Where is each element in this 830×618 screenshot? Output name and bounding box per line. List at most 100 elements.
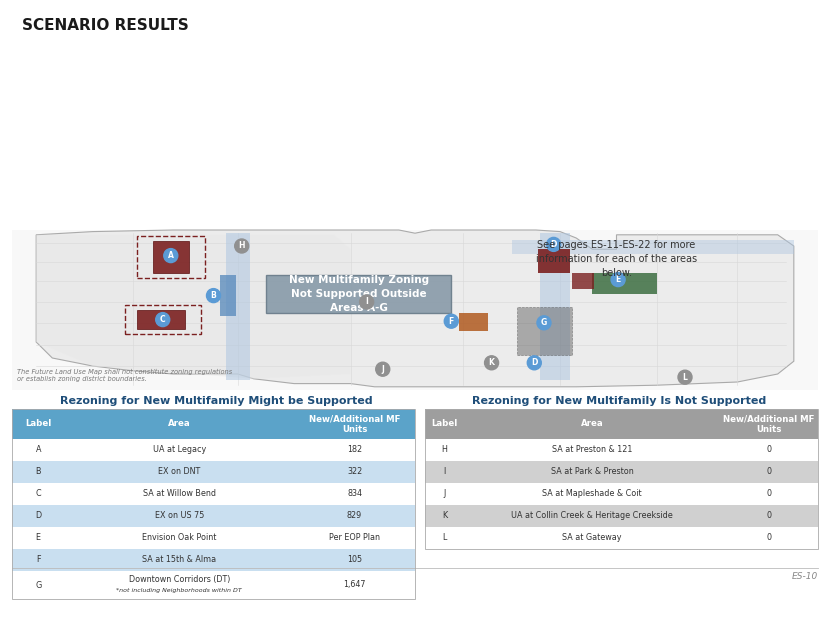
Text: Envision Oak Point: Envision Oak Point [142, 533, 217, 543]
Bar [12, 409, 415, 599]
Text: I: I [443, 467, 446, 476]
Text: UA at Collin Creek & Heritage Creekside: UA at Collin Creek & Heritage Creekside [511, 512, 673, 520]
Text: ES-10: ES-10 [792, 572, 818, 581]
Bar [153, 241, 189, 273]
Text: E: E [36, 533, 41, 543]
Bar [425, 483, 818, 505]
Bar [12, 527, 415, 549]
Text: 0: 0 [766, 533, 771, 543]
Text: SA at Park & Preston: SA at Park & Preston [550, 467, 633, 476]
Bar [425, 461, 818, 483]
Text: L: L [442, 533, 447, 543]
Text: D: D [35, 512, 42, 520]
Circle shape [235, 239, 249, 253]
Text: SA at Willow Bend: SA at Willow Bend [143, 489, 216, 499]
Text: 182: 182 [347, 446, 362, 454]
Text: E: E [616, 275, 621, 284]
Text: D: D [531, 358, 538, 367]
Circle shape [376, 362, 390, 376]
Bar [12, 571, 415, 599]
Polygon shape [540, 233, 569, 381]
Text: New Multifamily Zoning
Not Supported Outside
Areas A-G: New Multifamily Zoning Not Supported Out… [289, 275, 428, 313]
Text: B: B [211, 291, 217, 300]
Circle shape [611, 273, 625, 287]
Text: Area: Area [168, 420, 191, 428]
Text: *not including Neighborhoods within DT: *not including Neighborhoods within DT [116, 588, 242, 593]
Bar [538, 249, 569, 273]
Text: K: K [442, 512, 447, 520]
Text: The Future Land Use Map shall not constitute zoning regulations
or establish zon: The Future Land Use Map shall not consti… [17, 369, 232, 382]
Bar [12, 409, 415, 439]
Text: J: J [381, 365, 384, 374]
Text: 829: 829 [347, 512, 362, 520]
Circle shape [527, 356, 541, 370]
Text: Label: Label [25, 420, 51, 428]
Text: C: C [36, 489, 41, 499]
Text: Downtown Corridors (DT): Downtown Corridors (DT) [129, 575, 230, 585]
Circle shape [207, 289, 221, 303]
Text: A: A [36, 446, 41, 454]
Bar [425, 439, 818, 461]
Text: 0: 0 [766, 489, 771, 499]
Text: Rezoning for New Multifamily Is Not Supported: Rezoning for New Multifamily Is Not Supp… [472, 396, 766, 406]
Bar [425, 409, 818, 439]
Bar [12, 483, 415, 505]
Text: I: I [365, 297, 368, 307]
Bar [572, 273, 594, 289]
Bar [459, 313, 487, 331]
Circle shape [359, 295, 374, 309]
Bar [516, 307, 572, 355]
Bar [137, 237, 206, 278]
Bar [512, 240, 793, 254]
Bar [12, 505, 415, 527]
Circle shape [444, 314, 458, 328]
Text: F: F [36, 556, 41, 564]
Bar [425, 505, 818, 527]
Polygon shape [37, 230, 793, 387]
Circle shape [156, 313, 169, 326]
FancyBboxPatch shape [266, 275, 452, 313]
Text: Per EOP Plan: Per EOP Plan [329, 533, 380, 543]
Text: EX on DNT: EX on DNT [159, 467, 200, 476]
Text: L: L [682, 373, 687, 382]
Text: 1,647: 1,647 [344, 580, 366, 590]
Bar [137, 310, 185, 329]
Bar [12, 549, 415, 571]
Bar [12, 439, 415, 461]
Text: Label: Label [432, 420, 458, 428]
Text: EX on US 75: EX on US 75 [154, 512, 204, 520]
Text: H: H [442, 446, 447, 454]
Text: New/Additional MF
Units: New/Additional MF Units [723, 414, 814, 434]
Text: 105: 105 [347, 556, 362, 564]
Text: Rezoning for New Multifamily Might be Supported: Rezoning for New Multifamily Might be Su… [60, 396, 373, 406]
Text: D: D [550, 240, 557, 249]
Text: G: G [541, 318, 547, 328]
Bar [12, 461, 415, 483]
Text: SA at Preston & 121: SA at Preston & 121 [552, 446, 632, 454]
Text: A: A [168, 251, 173, 260]
Text: 0: 0 [766, 446, 771, 454]
Text: F: F [449, 316, 454, 326]
Bar [425, 527, 818, 549]
Text: SA at Gateway: SA at Gateway [562, 533, 622, 543]
Text: Area: Area [581, 420, 603, 428]
Text: 0: 0 [766, 512, 771, 520]
Text: 834: 834 [347, 489, 362, 499]
Text: DRAFT | Comprehensive Plan 2021 Executive Summary - July 9, 2021 | Revision 1: DRAFT | Comprehensive Plan 2021 Executiv… [12, 572, 381, 581]
Text: K: K [489, 358, 495, 367]
Polygon shape [37, 235, 350, 379]
Bar [124, 305, 202, 334]
Text: New/Additional MF
Units: New/Additional MF Units [309, 414, 400, 434]
Bar [12, 230, 818, 390]
Circle shape [547, 237, 560, 252]
Bar [593, 273, 657, 294]
Circle shape [678, 370, 692, 384]
Polygon shape [226, 233, 250, 381]
Text: C: C [160, 315, 165, 324]
Circle shape [164, 248, 178, 263]
Text: H: H [238, 242, 245, 250]
Circle shape [485, 356, 499, 370]
Text: SA at 15th & Alma: SA at 15th & Alma [142, 556, 217, 564]
Text: B: B [36, 467, 41, 476]
Text: 322: 322 [347, 467, 362, 476]
